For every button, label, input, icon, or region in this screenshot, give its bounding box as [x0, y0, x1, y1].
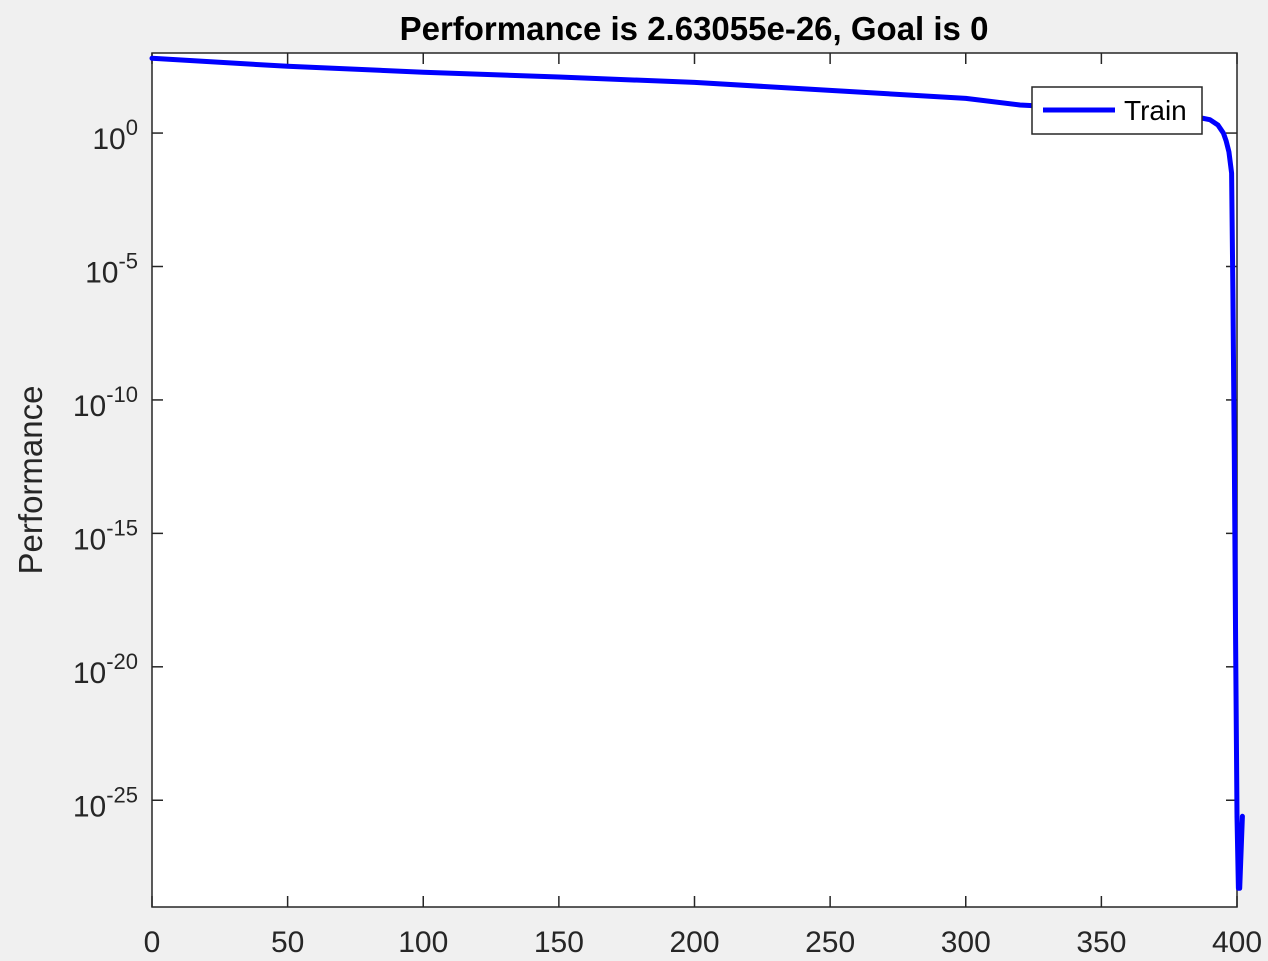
y-tick-label: 100	[92, 115, 138, 156]
legend-label-train: Train	[1124, 95, 1187, 126]
x-tick-label: 200	[669, 926, 719, 959]
series-line-train	[149, 55, 1245, 891]
y-tick-base: 10	[85, 257, 118, 290]
y-tick-exponent: -25	[106, 782, 138, 807]
y-tick-exponent: -10	[106, 382, 138, 407]
y-tick-label: 10-20	[73, 649, 138, 690]
y-tick-base: 10	[73, 523, 106, 556]
y-tick-label: 10-15	[73, 515, 138, 556]
x-tick-label: 350	[1076, 926, 1126, 959]
x-axis-ticks: 0 50 100 150 200 250 300 350 400	[144, 53, 1262, 959]
x-tick-label: 300	[941, 926, 991, 959]
y-tick-base: 10	[92, 123, 125, 156]
plot-box	[151, 52, 1238, 908]
x-tick-label: 400	[1212, 926, 1262, 959]
x-tick-label: 250	[805, 926, 855, 959]
x-tick-label: 150	[534, 926, 584, 959]
y-tick-label: 10-5	[85, 249, 138, 290]
series-layer	[149, 55, 1245, 891]
y-tick-base: 10	[73, 657, 106, 690]
y-axis-label: Performance	[12, 386, 49, 575]
x-tick-label: 100	[398, 926, 448, 959]
y-tick-base: 10	[73, 390, 106, 423]
y-tick-exponent: -5	[118, 249, 138, 274]
y-tick-label: 10-25	[73, 782, 138, 823]
y-tick-label: 10-10	[73, 382, 138, 423]
x-tick-label: 0	[144, 926, 161, 959]
x-tick-label: 50	[271, 926, 304, 959]
legend: Train	[1031, 86, 1203, 135]
y-tick-base: 10	[73, 790, 106, 823]
y-tick-exponent: -15	[106, 515, 138, 540]
y-tick-exponent: 0	[126, 115, 138, 140]
plot-area	[152, 53, 1237, 907]
y-tick-exponent: -20	[106, 649, 138, 674]
chart-title: Performance is 2.63055e-26, Goal is 0	[400, 10, 989, 47]
